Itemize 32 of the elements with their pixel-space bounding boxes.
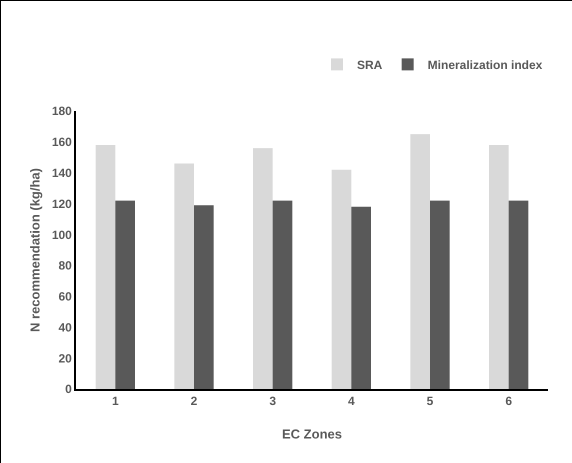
y-tick-label: 120 xyxy=(52,196,72,211)
x-tick-label: 1 xyxy=(112,394,119,408)
bar xyxy=(253,148,273,389)
bar xyxy=(272,200,292,389)
bar xyxy=(410,134,430,389)
y-tick-label: 100 xyxy=(52,228,72,242)
y-axis-title: N recommendation (kg/ha) xyxy=(28,168,42,332)
y-tick-label: 20 xyxy=(58,351,72,366)
x-tick-label: 6 xyxy=(505,394,512,408)
bar xyxy=(115,200,135,389)
x-tick-label: 2 xyxy=(190,394,198,408)
x-tick-label: 4 xyxy=(348,394,355,408)
bar xyxy=(194,205,214,389)
bar xyxy=(351,206,371,389)
y-tick-label: 180 xyxy=(52,104,72,118)
y-tick-label: 160 xyxy=(52,135,72,150)
x-axis-title: EC Zones xyxy=(282,426,342,442)
legend-label: SRA xyxy=(357,58,383,72)
y-tick-label: 80 xyxy=(58,258,72,273)
bar xyxy=(489,144,509,389)
y-tick-label: 0 xyxy=(65,382,72,396)
bar xyxy=(332,170,352,389)
x-tick-label: 3 xyxy=(269,394,276,408)
bar xyxy=(96,144,116,389)
x-tick-label: 5 xyxy=(426,394,434,408)
bar xyxy=(174,164,194,389)
legend-label: Mineralization index xyxy=(428,58,543,72)
bar xyxy=(430,200,450,389)
y-tick-label: 60 xyxy=(58,290,72,304)
y-tick-label: 140 xyxy=(52,166,72,180)
y-tick-label: 40 xyxy=(58,320,72,334)
bar xyxy=(508,200,528,389)
